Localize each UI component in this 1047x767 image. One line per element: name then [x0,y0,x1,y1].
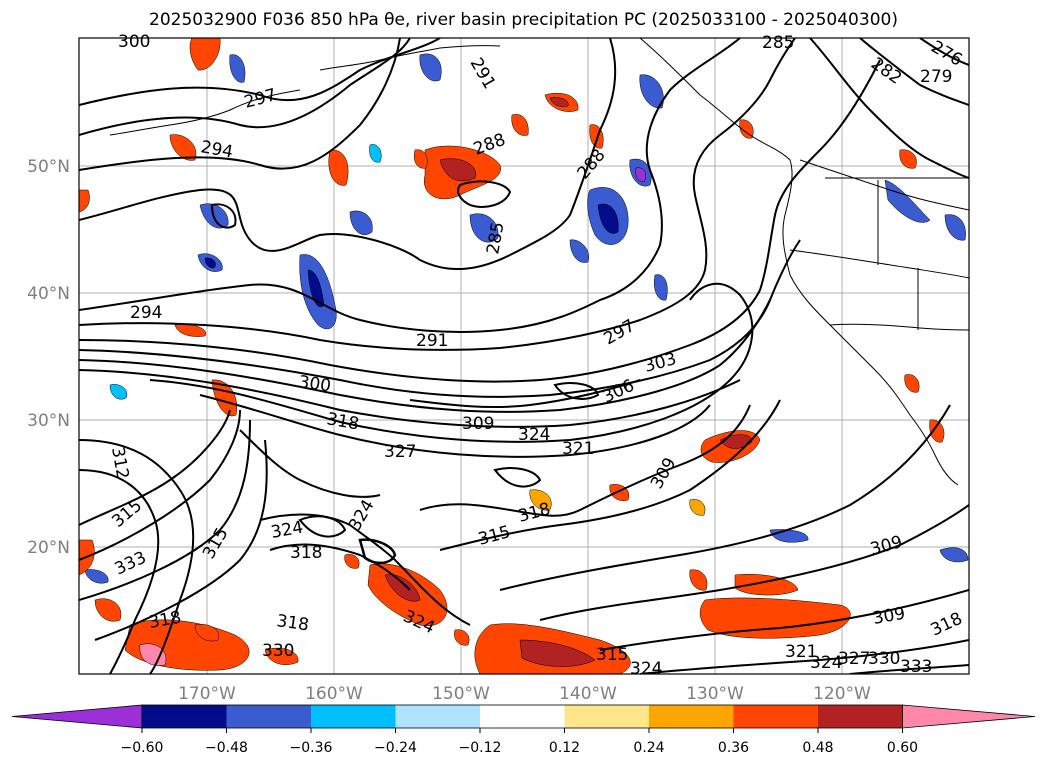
lat-label-20n: 20°N [27,538,70,558]
colorbar-segment [818,705,903,728]
colorbar-segment [142,705,227,728]
lat-label-40n: 40°N [27,284,70,304]
contour-label: 300 [118,32,150,52]
colorbar-tick-label: −0.60 [121,740,164,756]
contour-label: 318 [275,611,310,635]
colorbar-extend-low [11,704,143,729]
theta-e-contours [79,38,969,674]
contour-label: 315 [596,645,628,665]
gridlines [79,38,969,674]
lat-axis-labels: 50°N 40°N 30°N 20°N [27,157,70,558]
colorbar-tick-label: 0.24 [633,740,664,756]
lon-axis-labels: 170°W 160°W 150°W 140°W 130°W 120°W [178,684,871,704]
colorbar-extend-high [902,704,1036,729]
contour-label: 291 [416,331,448,351]
lon-label-160w: 160°W [305,684,363,704]
colorbar-segment [226,705,312,728]
colorbar-segment [311,705,396,728]
plot-frame [78,37,970,675]
colorbar-segment [649,705,734,728]
contour-label: 333 [900,657,932,677]
lat-label-50n: 50°N [27,157,70,177]
contour-label: 294 [130,303,162,323]
colorbar-segment [395,705,481,728]
colorbar-tick-label: −0.48 [205,740,248,756]
colorbar-segment [564,705,650,728]
contour-label: 330 [868,649,900,669]
colorbar-tick-label: −0.24 [374,740,417,756]
colorbar-segment [480,705,565,728]
lat-label-30n: 30°N [27,411,70,431]
colorbar [11,704,1036,729]
contour-label: 321 [562,439,594,459]
lon-label-170w: 170°W [178,684,236,704]
colorbar-segment [733,705,819,728]
precip-pc-fields [79,38,969,674]
colorbar-outline [141,704,903,729]
contour-label: 318 [290,543,322,563]
contour-label: 324 [518,425,550,445]
colorbar-ticks: −0.60 −0.48 −0.36 −0.24 −0.12 0.12 0.24 0.36 0.4… [121,728,918,756]
lon-label-140w: 140°W [559,684,617,704]
map-title: 2025032900 F036 850 hPa θe, river basin … [149,10,898,30]
colorbar-tick-label: 0.48 [802,740,833,756]
contour-label: 327 [838,649,870,669]
lon-label-130w: 130°W [686,684,744,704]
contour-label: 279 [920,67,952,87]
contour-label: 321 [785,642,817,662]
colorbar-tick-label: 0.36 [718,740,749,756]
colorbar-tick-label: 0.60 [887,740,918,756]
colorbar-tick-label: −0.12 [459,740,502,756]
contour-label: 327 [384,442,416,462]
contour-label: 330 [262,641,294,661]
lon-label-120w: 120°W [813,684,871,704]
colorbar-tick-label: −0.36 [290,740,333,756]
contour-label: 309 [462,414,494,434]
contour-label: 324 [630,659,662,679]
colorbar-tick-label: 0.12 [549,740,580,756]
contour-label: 324 [810,653,842,673]
lon-label-150w: 150°W [432,684,490,704]
plot-area [79,38,969,674]
coastline [109,38,969,486]
contour-label: 285 [762,33,794,53]
contour-label: 300 [297,372,332,396]
